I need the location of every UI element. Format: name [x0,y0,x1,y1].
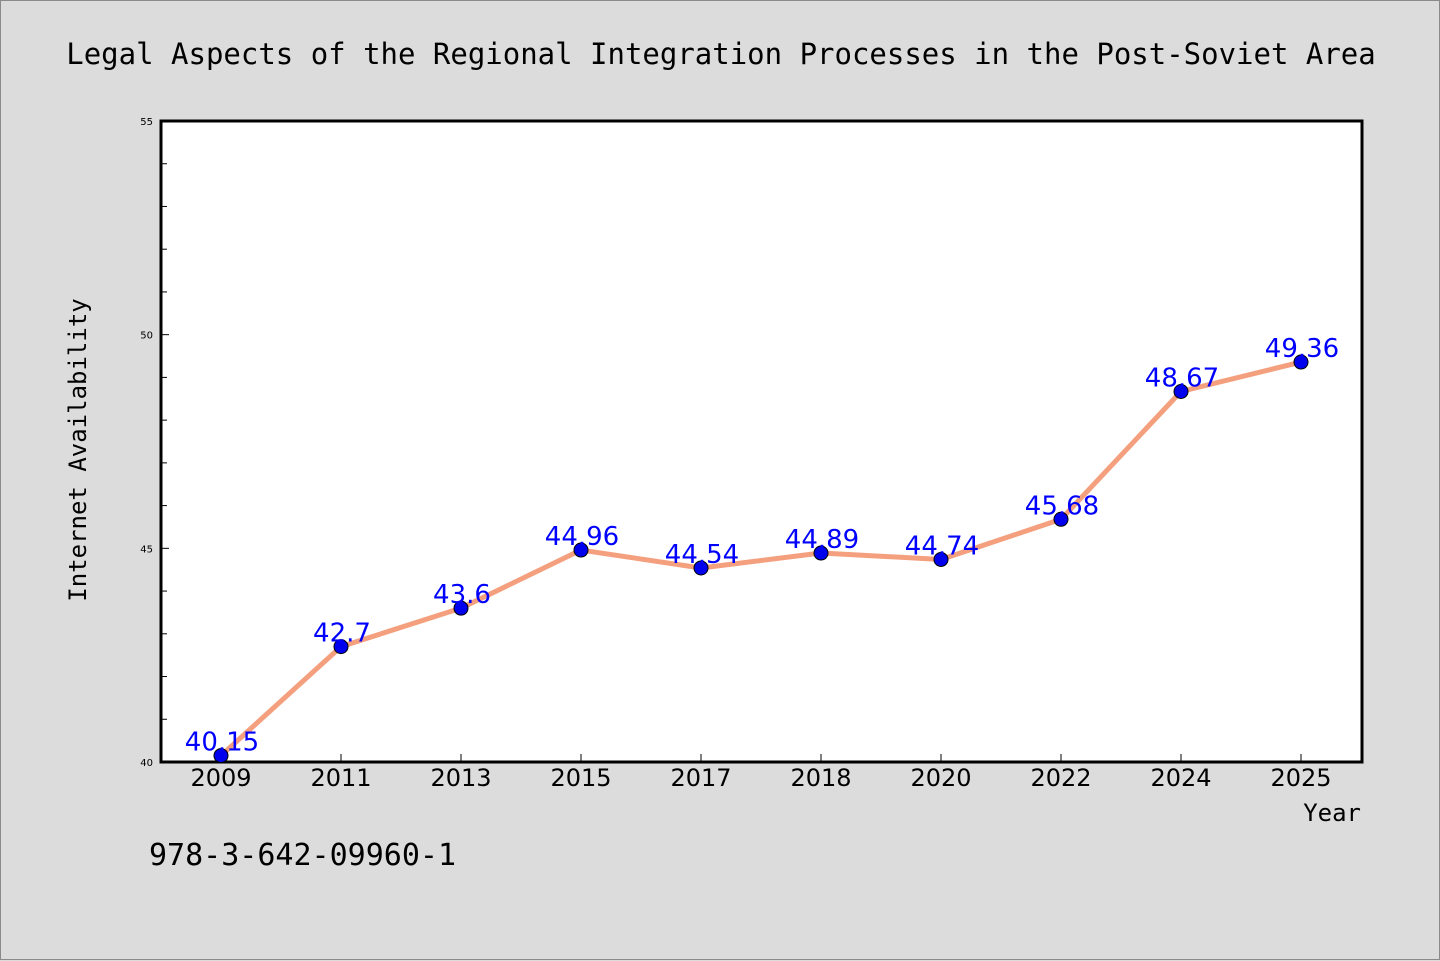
x-tick-label: 2025 [1270,764,1331,792]
data-point [1053,511,1069,527]
y-tick-label: 50 [140,331,153,342]
series-line [218,359,1304,759]
x-tick-label: 2018 [790,764,851,792]
data-point [933,551,949,567]
plot-area [159,119,1364,764]
y-axis: 40 45 50 55 [140,117,169,769]
x-tick-label: 2013 [430,764,491,792]
x-tick-label: 2015 [550,764,611,792]
data-point [1293,354,1309,370]
data-point [813,545,829,561]
data-point [1173,384,1189,400]
y-tick-label: 55 [140,117,153,128]
data-label: 48.67 [1145,364,1219,394]
x-tick-label: 2020 [910,764,971,792]
x-tick-label: 2009 [190,764,251,792]
y-tick-label: 45 [140,544,153,555]
data-label: 44.54 [665,540,739,570]
chart-title: Legal Aspects of the Regional Integratio… [66,37,1375,71]
data-label: 43.6 [433,580,491,610]
data-label: 49.36 [1265,334,1339,364]
data-point [693,560,709,576]
y-axis-title: Internet Availability [64,298,92,601]
data-label: 44.74 [905,531,979,561]
x-tick-label: 2011 [310,764,371,792]
x-axis: 2009 2011 2013 2015 2017 2018 2020 2022 2024 2025 [190,754,1332,792]
isbn-footnote: 978-3-642-09960-1 [149,838,456,873]
x-tick-label: 2022 [1030,764,1091,792]
data-label: 40.15 [185,728,259,758]
x-axis-title: Year [1303,799,1361,827]
data-label: 44.89 [785,525,859,555]
data-label: 44.96 [545,522,619,552]
data-label: 42.7 [313,619,371,649]
data-point [453,600,469,616]
x-tick-label: 2024 [1150,764,1211,792]
data-point [573,542,589,558]
data-point [333,639,349,655]
data-point [213,748,229,764]
x-tick-label: 2017 [670,764,731,792]
series-layer [213,354,1309,764]
data-label: 45.68 [1025,491,1099,521]
data-labels: 40.15 42.7 43.6 44.96 44.54 44.89 44.74 45.68 48… [185,334,1339,758]
y-tick-label: 40 [140,758,153,769]
